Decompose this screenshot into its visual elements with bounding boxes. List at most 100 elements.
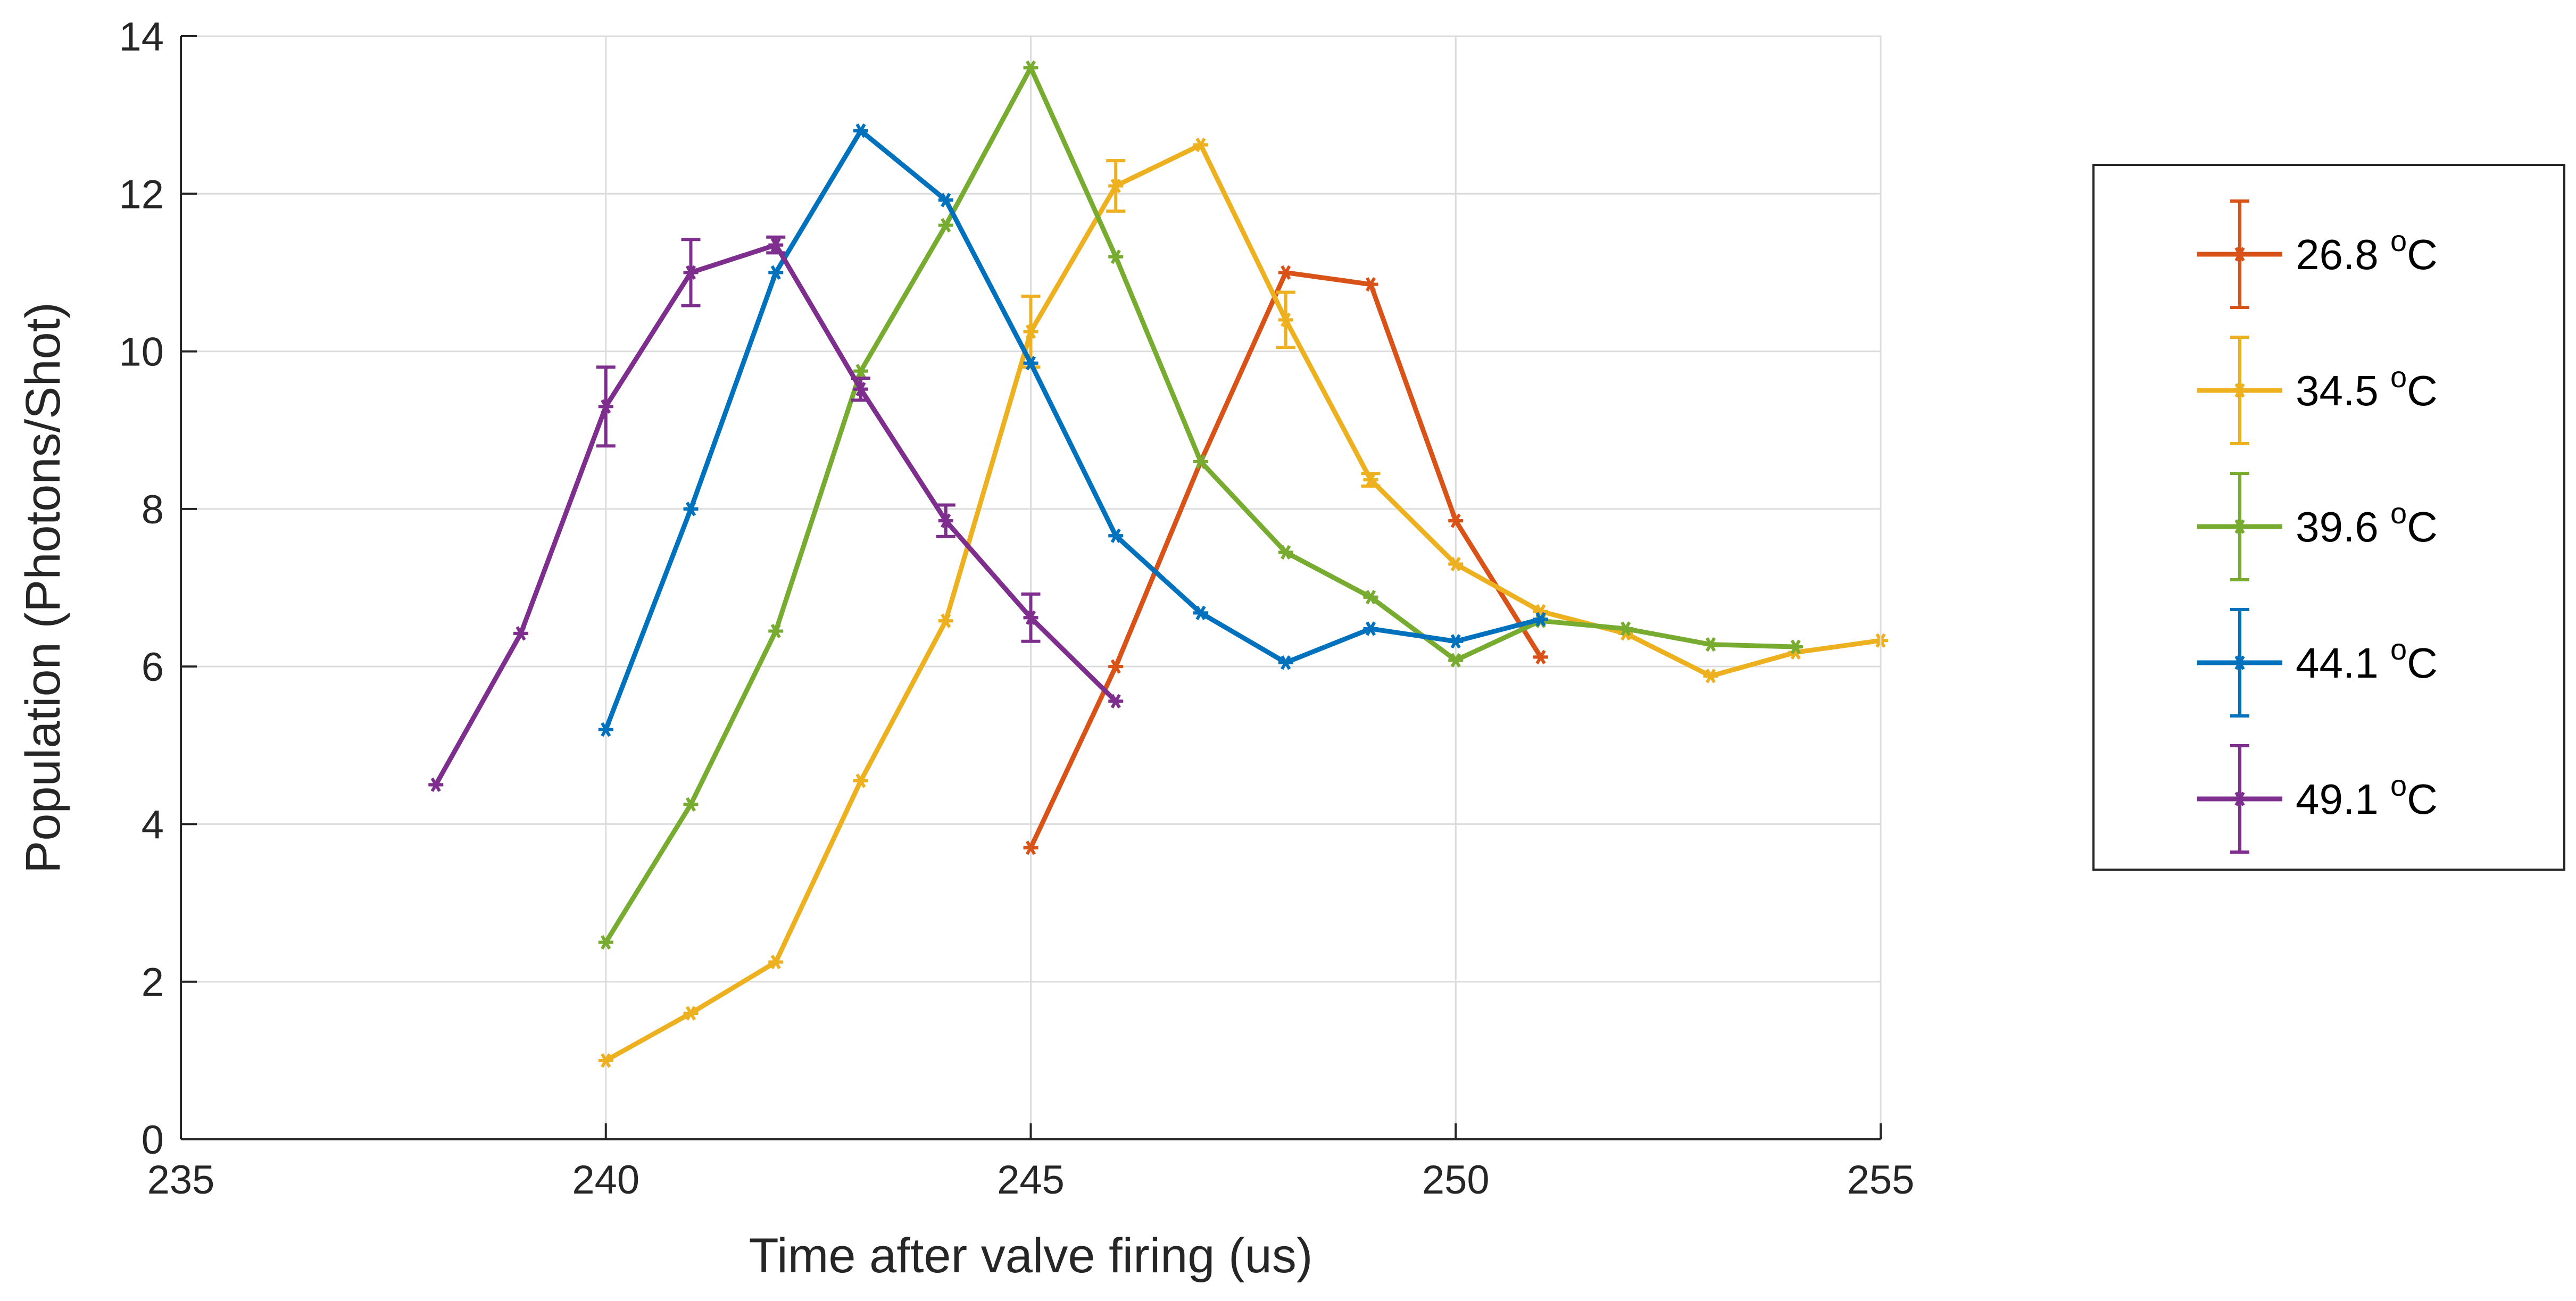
data-point	[683, 502, 699, 516]
data-point	[1023, 60, 1038, 75]
legend-unit: C	[2407, 503, 2438, 551]
axes: 235 240 245 250 255 0 2 4 6 8 10 12 14	[119, 14, 1914, 1203]
data-point	[1193, 137, 1208, 153]
data-point	[1023, 324, 1038, 339]
data-point	[1703, 669, 1718, 683]
series-line	[603, 128, 1543, 732]
data-point	[1108, 659, 1124, 674]
data-point	[2232, 383, 2247, 398]
data-point	[1363, 621, 1378, 636]
data-point	[1023, 356, 1038, 371]
data-point	[853, 123, 868, 138]
legend-unit-superscript: o	[2390, 632, 2407, 666]
legend-entry: 26.8 oC	[2197, 199, 2438, 309]
series-line	[603, 142, 1883, 1063]
data-point	[2232, 791, 2247, 806]
y-tick-label: 4	[142, 802, 164, 847]
grid	[181, 36, 1881, 1139]
data-point	[1193, 605, 1208, 621]
data-point	[2232, 247, 2247, 262]
legend-unit: C	[2407, 231, 2438, 278]
y-axis-label: Population (Photons/Shot)	[16, 302, 70, 873]
legend-unit-superscript: o	[2390, 224, 2407, 257]
data-point	[1023, 840, 1038, 855]
y-tick-label: 2	[142, 960, 164, 1005]
data-point	[1533, 612, 1548, 627]
x-tick-label: 240	[572, 1157, 639, 1203]
data-point	[598, 399, 613, 414]
y-tick-label: 12	[119, 172, 164, 217]
data-point	[938, 513, 953, 528]
series-49-1	[428, 235, 1124, 792]
data-point	[2232, 519, 2247, 534]
series-44-1	[598, 123, 1548, 737]
data-point	[1363, 277, 1378, 292]
legend-unit-superscript: o	[2390, 496, 2407, 530]
data-point	[1108, 528, 1124, 543]
data-point	[598, 935, 613, 950]
series-layer	[428, 60, 1888, 1068]
legend-value: 39.6	[2296, 503, 2390, 551]
legend-unit: C	[2407, 639, 2438, 687]
data-point	[1703, 637, 1718, 652]
legend-value: 34.5	[2296, 367, 2390, 414]
data-point	[513, 626, 528, 641]
y-tick-label: 0	[142, 1117, 164, 1163]
data-point	[768, 623, 784, 639]
legend-entry: 49.1 oC	[2197, 744, 2438, 854]
legend-unit: C	[2407, 775, 2438, 823]
data-point	[1363, 590, 1378, 605]
data-point	[1533, 649, 1548, 664]
data-point	[1278, 655, 1293, 670]
data-point	[683, 1006, 699, 1021]
data-point	[1023, 610, 1038, 625]
data-point	[938, 218, 953, 233]
data-point	[1448, 513, 1464, 528]
data-point	[938, 193, 953, 207]
data-point	[598, 722, 613, 737]
data-point	[938, 613, 953, 628]
legend-unit-superscript: o	[2390, 360, 2407, 394]
data-point	[683, 265, 699, 280]
data-point	[768, 265, 784, 280]
data-point	[1363, 472, 1378, 487]
data-point	[598, 1053, 613, 1068]
x-axis-label: Time after valve firing (us)	[749, 1229, 1313, 1283]
legend-entry: 34.5 oC	[2197, 336, 2438, 445]
y-tick-label: 14	[119, 14, 164, 60]
legend-label: 39.6 oC	[2296, 496, 2438, 551]
data-point	[1193, 454, 1208, 469]
data-point	[428, 777, 444, 792]
legend-label: 26.8 oC	[2296, 224, 2438, 278]
y-tick-label: 6	[142, 645, 164, 690]
data-point	[1278, 312, 1293, 327]
data-point	[853, 382, 868, 397]
data-point	[1448, 653, 1464, 668]
series-39-6	[598, 60, 1804, 950]
legend-entry: 44.1 oC	[2197, 608, 2438, 718]
legend-box	[2092, 164, 2565, 871]
legend-label: 49.1 oC	[2296, 769, 2438, 823]
x-tick-label: 255	[1847, 1157, 1915, 1203]
legend-unit-superscript: o	[2390, 769, 2407, 802]
legend-unit: C	[2407, 367, 2438, 414]
data-point	[683, 797, 699, 812]
data-point	[1108, 178, 1124, 194]
data-point	[1448, 556, 1464, 572]
x-tick-label: 235	[147, 1157, 215, 1203]
data-point	[1618, 621, 1633, 636]
x-tick-label: 250	[1422, 1157, 1490, 1203]
data-point	[853, 773, 868, 788]
legend-label: 34.5 oC	[2296, 360, 2438, 414]
legend-value: 26.8	[2296, 231, 2390, 278]
legend-entry: 39.6 oC	[2197, 472, 2438, 581]
data-point	[2232, 655, 2247, 670]
legend-value: 49.1	[2296, 775, 2390, 823]
data-point	[1108, 694, 1124, 708]
y-tick-label: 8	[142, 487, 164, 532]
data-point	[1788, 639, 1804, 654]
data-point	[768, 955, 784, 970]
data-point	[1108, 249, 1124, 264]
